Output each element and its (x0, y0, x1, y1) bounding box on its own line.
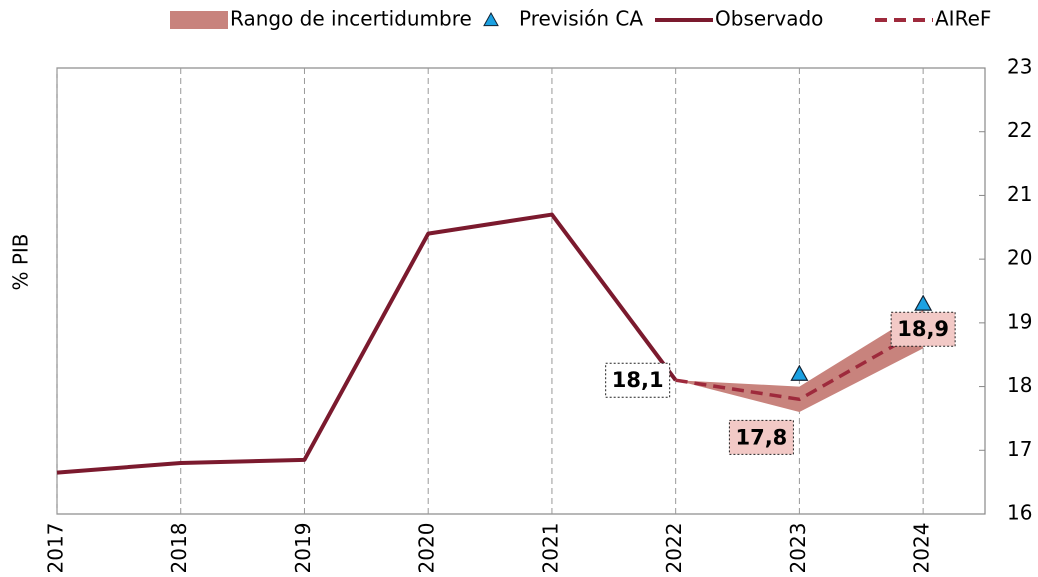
legend-label: Previsión CA (519, 7, 643, 31)
x-tick-label: 2022 (662, 523, 686, 574)
data-label: 18,1 (612, 368, 664, 392)
legend-label: AIReF (935, 7, 991, 31)
data-label: 17,8 (735, 425, 787, 449)
forecast-marker (790, 364, 809, 381)
series-line (56, 212, 678, 475)
x-tick-label: 2021 (538, 523, 562, 574)
legend-label: Observado (715, 7, 823, 31)
series-line (675, 327, 924, 402)
forecast-marker (914, 294, 933, 311)
y-tick-label: 22 (1007, 118, 1032, 142)
y-tick-label: 18 (1007, 373, 1032, 397)
y-tick-label: 21 (1007, 182, 1032, 206)
x-tick-label: 2024 (910, 523, 934, 574)
x-tick-label: 2018 (167, 523, 191, 574)
uncertainty-band (675, 310, 924, 413)
legend-swatch (483, 11, 499, 27)
data-label-box (605, 362, 671, 398)
y-tick-label: 23 (1007, 55, 1032, 79)
data-label: 18,9 (897, 317, 949, 341)
x-tick-label: 2017 (44, 523, 68, 574)
data-label-box (890, 311, 956, 347)
y-tick-label: 19 (1007, 309, 1032, 333)
data-label-box (728, 419, 794, 455)
x-tick-label: 2023 (786, 523, 810, 574)
x-tick-label: 2020 (415, 523, 439, 574)
legend-label: Rango de incertidumbre (230, 7, 472, 31)
y-tick-label: 20 (1007, 246, 1032, 270)
legend-swatch (170, 11, 228, 29)
y-tick-label: 17 (1007, 437, 1032, 461)
y-tick-label: 16 (1007, 501, 1032, 525)
plot-frame (56, 67, 986, 515)
x-tick-label: 2019 (291, 523, 315, 574)
y-axis-label: % PIB (9, 233, 33, 290)
